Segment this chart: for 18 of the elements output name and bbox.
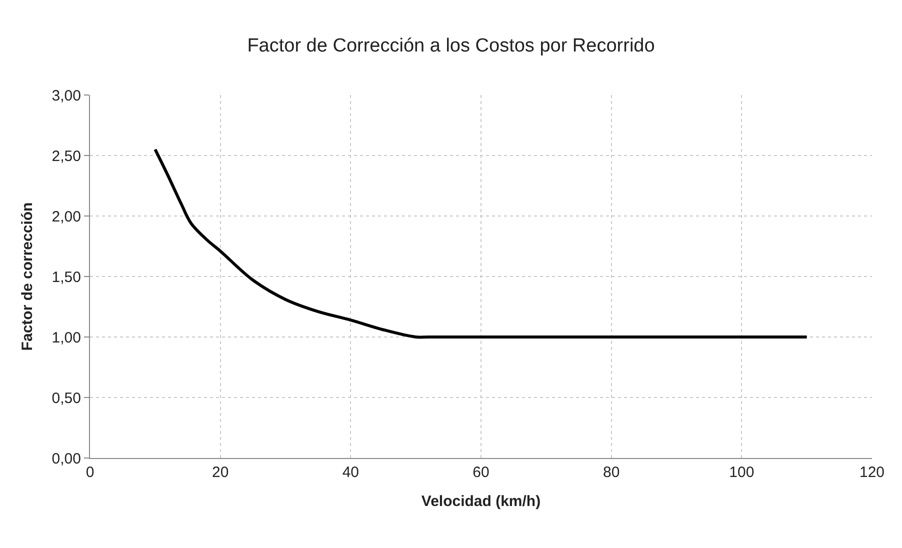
y-tick-label: 0,50 xyxy=(52,390,81,407)
y-tick-label: 3,00 xyxy=(52,87,81,104)
x-tick-label: 40 xyxy=(342,464,360,481)
line-series xyxy=(154,148,808,339)
y-tick-label: 1,50 xyxy=(52,268,81,286)
y-tick-label: 2,50 xyxy=(52,148,81,165)
x-tick-label: 20 xyxy=(212,464,229,481)
x-tick-label: 0 xyxy=(86,464,94,481)
y-axis-title: Factor de corrección xyxy=(19,202,36,351)
x-tick-label: 60 xyxy=(472,464,490,481)
x-tick-label: 120 xyxy=(859,464,885,481)
y-tick-label: 0,00 xyxy=(52,450,81,468)
chart-title: Factor de Corrección a los Costos por Recorrido xyxy=(247,36,655,57)
y-tick-label: 1,00 xyxy=(52,329,81,346)
x-tick-label: 100 xyxy=(729,464,754,481)
x-tick-label: 80 xyxy=(602,464,620,481)
x-axis-title: Velocidad (km/h) xyxy=(421,493,541,510)
y-tick-label: 2,00 xyxy=(52,208,81,226)
